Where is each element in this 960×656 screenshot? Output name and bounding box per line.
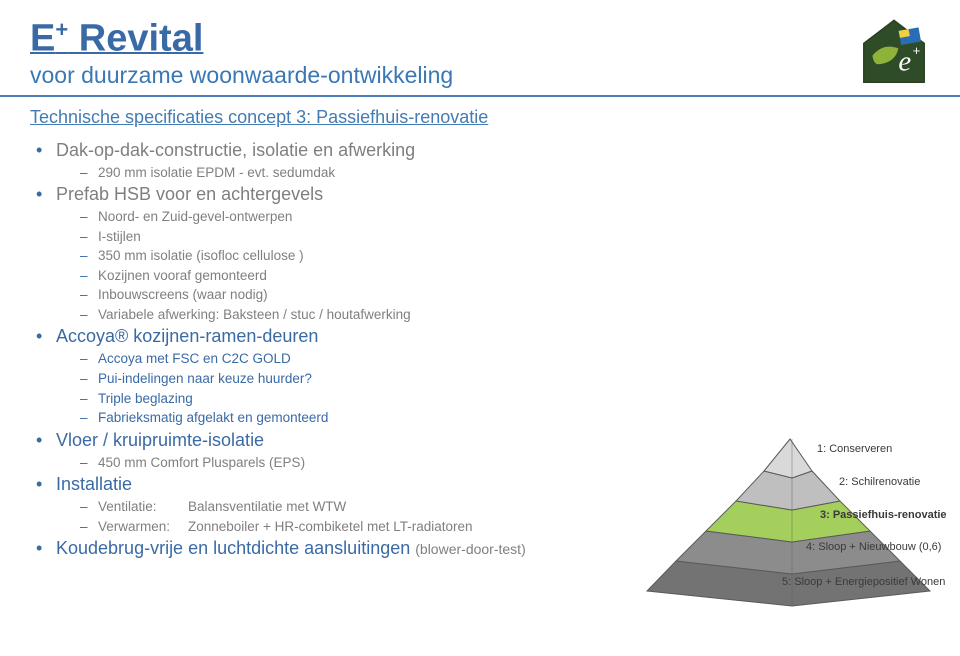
- sub-item: 350 mm isolatie (isofloc cellulose ): [80, 246, 930, 266]
- sub-item: Variabele afwerking: Baksteen / stuc / h…: [80, 305, 930, 325]
- sub-item: Kozijnen vooraf gemonteerd: [80, 266, 930, 286]
- pyramid-label-5: 5: Sloop + Energiepositief Wonen: [782, 576, 945, 588]
- pyramid-label-2: 2: Schilrenovatie: [839, 476, 920, 488]
- sub-item: Accoya met FSC en C2C GOLD: [80, 349, 930, 369]
- sub-item: 290 mm isolatie EPDM - evt. sedumdak: [80, 163, 930, 183]
- pyramid-label-3: 3: Passiefhuis-renovatie: [820, 509, 947, 521]
- svg-text:+: +: [913, 43, 921, 58]
- sub-item: I-stijlen: [80, 227, 930, 247]
- pyramid-label-1: 1: Conserveren: [817, 443, 892, 455]
- bullet-prefab: Prefab HSB voor en achtergevels Noord- e…: [36, 184, 930, 324]
- svg-text:e: e: [898, 46, 911, 78]
- subtitle: voor duurzame woonwaarde-ontwikkeling: [30, 62, 930, 89]
- title-prefix: E: [30, 18, 55, 60]
- sub-item: Noord- en Zuid-gevel-ontwerpen: [80, 207, 930, 227]
- page-title: E+ Revital: [30, 18, 930, 60]
- header: E+ Revital voor duurzame woonwaarde-ontw…: [0, 0, 960, 97]
- logo-badge: e +: [858, 16, 930, 88]
- pyramid-label-4: 4: Sloop + Nieuwbouw (0,6): [806, 541, 941, 553]
- title-rest: Revital: [68, 18, 203, 60]
- bullet-dak: Dak-op-dak-constructie, isolatie en afwe…: [36, 140, 930, 183]
- sub-item: Inbouwscreens (waar nodig): [80, 285, 930, 305]
- pyramid-diagram: 1: Conserveren 2: Schilrenovatie 3: Pass…: [642, 381, 932, 616]
- title-sup: +: [55, 17, 68, 42]
- section-title: Technische specificaties concept 3: Pass…: [30, 107, 930, 128]
